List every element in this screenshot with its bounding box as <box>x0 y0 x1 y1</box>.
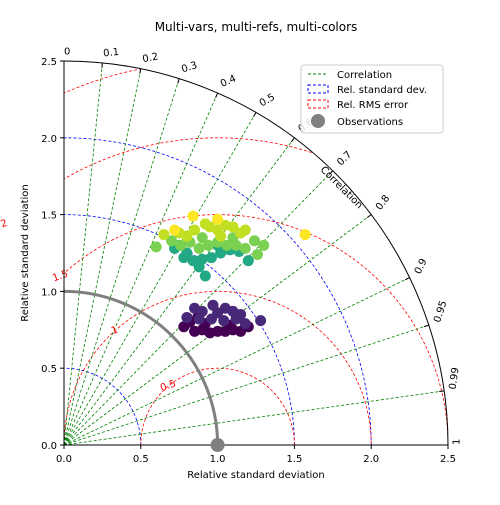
correlation-tick-label: 0.7 <box>335 149 354 168</box>
x-axis-label: Relative standard deviation <box>187 470 325 481</box>
data-point <box>151 241 162 252</box>
x-axis-ticks: 0.0 0.5 1.0 1.5 2.0 2.5 <box>56 445 456 465</box>
legend-rms-label: Rel. RMS error <box>337 100 409 111</box>
y-tick-label: 0.0 <box>41 441 57 452</box>
y-axis-ticks: 0.0 0.5 1.0 1.5 2.0 2.5 <box>41 57 64 452</box>
data-point <box>200 271 211 282</box>
data-point <box>300 229 311 240</box>
rms-contour <box>64 291 371 500</box>
y-axis-label: Relative standard deviation <box>20 184 31 322</box>
rms-label: 1 <box>110 325 120 338</box>
data-point <box>158 229 169 240</box>
y-tick-label: 1.0 <box>41 287 57 298</box>
correlation-tick <box>291 138 294 142</box>
chart-title: Multi-vars, multi-refs, multi-colors <box>155 20 358 34</box>
rms-contour <box>0 138 500 500</box>
correlation-tick-label: 0.2 <box>142 51 160 65</box>
data-point <box>235 309 246 320</box>
x-tick-label: 2.5 <box>440 454 456 465</box>
correlation-tick <box>216 93 218 98</box>
correlation-tick-label: 0.1 <box>103 47 120 60</box>
correlation-arc-label: Correlation <box>318 164 365 211</box>
correlation-tick-label: 0.95 <box>432 299 449 324</box>
correlation-tick-label: 0.4 <box>219 73 238 89</box>
correlation-tick-label: 0 <box>64 47 70 58</box>
correlation-tick <box>439 391 444 392</box>
correlation-line <box>64 278 410 445</box>
correlation-line <box>64 391 444 445</box>
correlation-tick <box>178 79 180 84</box>
data-point <box>194 261 205 272</box>
correlation-tick-label: 0.5 <box>258 92 277 109</box>
x-tick-label: 0.5 <box>133 454 149 465</box>
x-tick-label: 0.0 <box>56 454 72 465</box>
correlation-tick-label: 1 <box>452 439 463 445</box>
data-point <box>243 255 254 266</box>
data-point <box>181 231 192 242</box>
correlation-tick <box>254 112 257 116</box>
data-point <box>200 218 211 229</box>
correlation-tick-label: 0.9 <box>413 257 430 276</box>
data-point <box>252 249 263 260</box>
data-point <box>207 300 218 311</box>
data-point <box>240 224 251 235</box>
data-point <box>227 221 238 232</box>
correlation-tick-label: 0.99 <box>448 367 462 391</box>
correlation-tick <box>405 278 410 280</box>
legend-observations-swatch <box>311 114 325 128</box>
correlation-tick-label: 0.8 <box>374 193 392 212</box>
correlation-tick <box>102 63 103 68</box>
y-tick-label: 2.0 <box>41 134 57 145</box>
correlation-tick <box>424 325 429 327</box>
data-point <box>215 231 226 242</box>
x-tick-label: 1.0 <box>210 454 226 465</box>
data-point <box>188 211 199 222</box>
correlation-tick <box>140 69 141 74</box>
legend-std-label: Rel. standard dev. <box>337 85 427 96</box>
data-point <box>240 243 251 254</box>
legend: Correlation Rel. standard dev. Rel. RMS … <box>301 65 443 133</box>
correlation-line <box>64 69 141 445</box>
data-point <box>189 303 200 314</box>
observation-point <box>211 438 225 452</box>
y-tick-label: 1.5 <box>41 211 57 222</box>
data-point <box>255 315 266 326</box>
data-point <box>220 303 231 314</box>
legend-observations-label: Observations <box>337 117 403 128</box>
correlation-line <box>64 138 294 445</box>
correlation-tick <box>367 215 371 218</box>
correlation-tick-label: 0.3 <box>180 60 198 75</box>
x-tick-label: 2.0 <box>363 454 379 465</box>
rms-label: 2 <box>0 218 9 231</box>
x-tick-label: 1.5 <box>286 454 302 465</box>
data-point <box>212 214 223 225</box>
data-point <box>181 312 192 323</box>
data-point <box>258 240 269 251</box>
y-tick-label: 0.5 <box>41 364 57 375</box>
data-point <box>169 224 180 235</box>
data-points <box>151 211 311 339</box>
correlation-line <box>64 325 429 445</box>
legend-correlation-label: Correlation <box>337 70 392 81</box>
y-tick-label: 2.5 <box>41 57 57 68</box>
